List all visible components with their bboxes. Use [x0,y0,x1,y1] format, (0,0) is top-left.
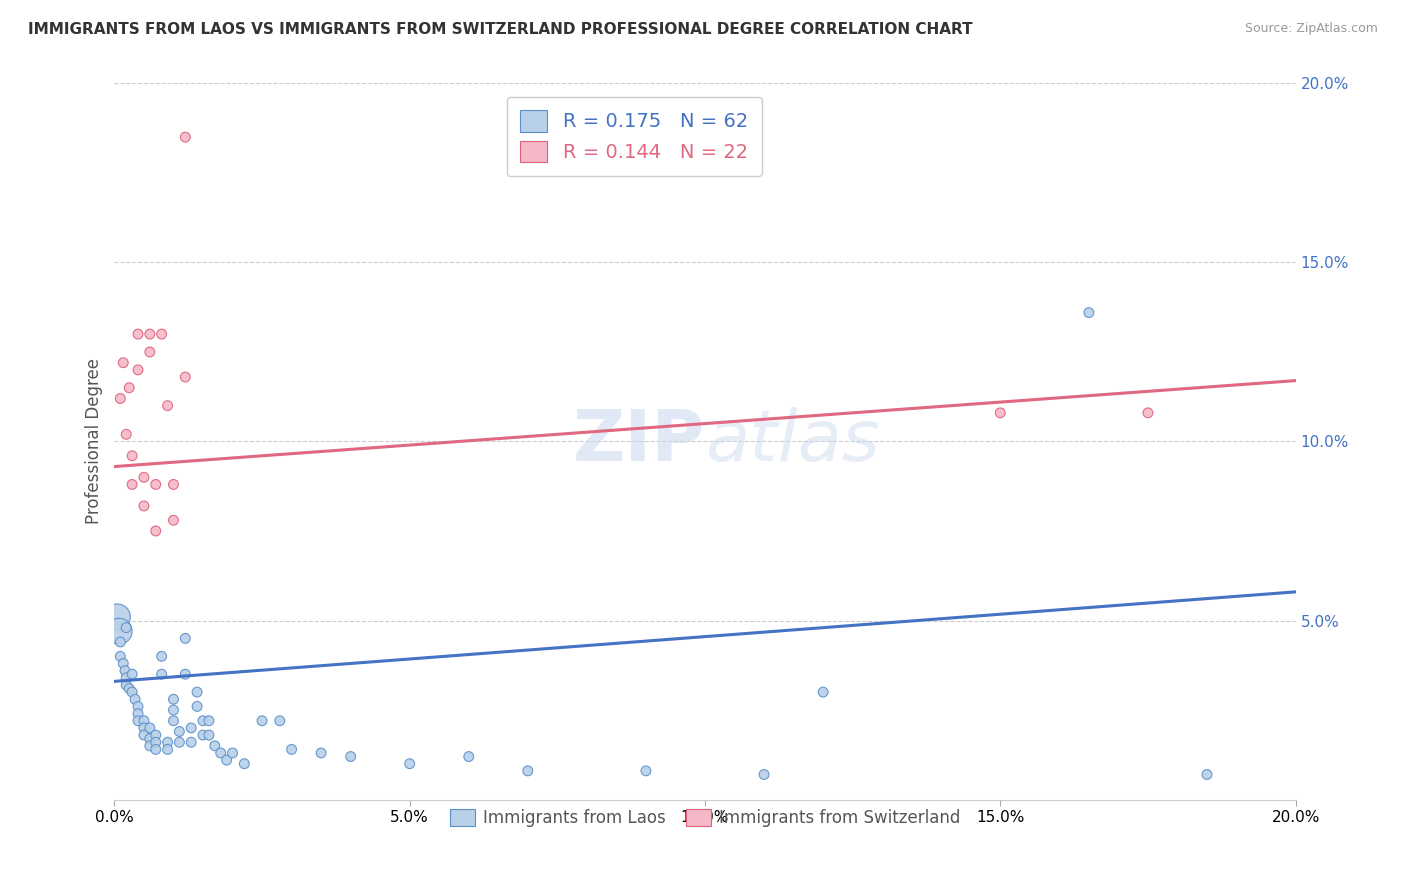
Point [110,635,132,649]
Point [339,749,361,764]
Point [112,657,135,671]
Point [127,714,149,728]
Point [139,327,162,342]
Point [162,714,184,728]
Point [121,449,143,463]
Point [162,477,184,491]
Point [180,735,202,749]
Point [145,728,167,742]
Point [180,721,202,735]
Point [280,742,302,756]
Point [150,649,173,664]
Text: Source: ZipAtlas.com: Source: ZipAtlas.com [1244,22,1378,36]
Point [169,735,191,749]
Point [132,728,155,742]
Point [145,735,167,749]
Point [145,524,167,538]
Point [1136,406,1159,420]
Point [174,130,197,145]
Point [221,746,243,760]
Point [162,703,184,717]
Point [127,363,149,377]
Point [118,381,141,395]
Point [124,692,146,706]
Point [215,753,238,767]
Point [156,742,179,756]
Point [198,728,221,742]
Point [174,370,197,384]
Point [108,624,131,639]
Point [110,649,132,664]
Point [145,477,167,491]
Point [191,714,214,728]
Point [811,685,834,699]
Point [1077,305,1099,319]
Point [121,685,143,699]
Point [156,399,179,413]
Point [139,345,162,359]
Point [115,678,138,692]
Y-axis label: Professional Degree: Professional Degree [86,359,103,524]
Point [114,664,136,678]
Point [204,739,226,753]
Point [132,499,155,513]
Point [139,721,162,735]
Point [250,714,273,728]
Point [145,742,167,756]
Point [112,356,135,370]
Text: ZIP: ZIP [572,407,704,476]
Point [162,692,184,706]
Point [156,735,179,749]
Point [1195,767,1218,781]
Point [150,327,173,342]
Point [209,746,232,760]
Point [110,392,132,406]
Point [121,667,143,681]
Point [988,406,1011,420]
Point [186,685,208,699]
Point [127,699,149,714]
Point [752,767,775,781]
Point [174,667,197,681]
Point [115,427,138,442]
Text: IMMIGRANTS FROM LAOS VS IMMIGRANTS FROM SWITZERLAND PROFESSIONAL DEGREE CORRELAT: IMMIGRANTS FROM LAOS VS IMMIGRANTS FROM … [28,22,973,37]
Point [150,667,173,681]
Point [127,706,149,721]
Text: atlas: atlas [704,407,880,476]
Point [198,714,221,728]
Point [121,477,143,491]
Point [132,714,155,728]
Point [118,681,141,696]
Point [457,749,479,764]
Point [233,756,256,771]
Point [132,721,155,735]
Point [115,621,138,635]
Point [139,731,162,746]
Point [169,724,191,739]
Point [309,746,332,760]
Point [127,327,149,342]
Point [105,610,128,624]
Point [132,470,155,484]
Point [162,513,184,527]
Point [516,764,538,778]
Point [398,756,420,771]
Legend: Immigrants from Laos, Immigrants from Switzerland: Immigrants from Laos, Immigrants from Sw… [443,803,967,834]
Point [174,632,197,646]
Point [191,728,214,742]
Point [186,699,208,714]
Point [269,714,291,728]
Point [634,764,657,778]
Point [139,739,162,753]
Point [115,671,138,685]
